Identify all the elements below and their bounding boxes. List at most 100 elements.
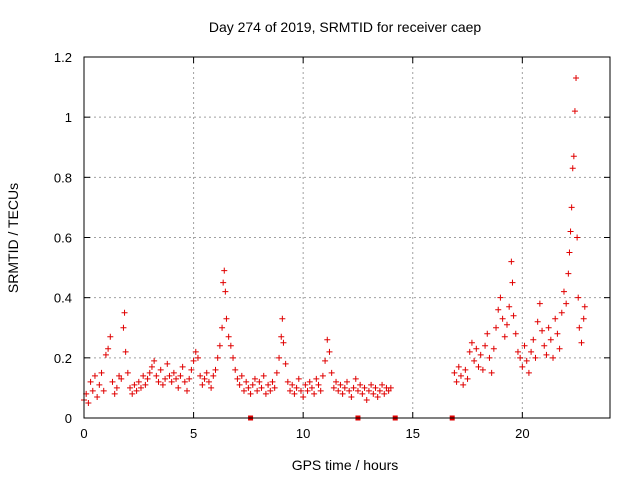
data-point [475, 363, 482, 370]
data-point [536, 300, 543, 307]
data-point [460, 381, 467, 388]
data-point [337, 381, 344, 388]
data-point [317, 387, 324, 394]
data-point [348, 393, 355, 400]
data-point [385, 387, 392, 394]
data-point [221, 267, 228, 274]
data-point [232, 366, 239, 373]
data-point [453, 378, 460, 385]
data-point [354, 387, 361, 394]
data-point [539, 327, 546, 334]
data-point [576, 324, 583, 331]
data-point [96, 381, 103, 388]
data-point [173, 375, 180, 382]
data-point [102, 351, 109, 358]
data-point [328, 369, 335, 376]
data-point [497, 294, 504, 301]
data-point [534, 318, 541, 325]
data-point [488, 369, 495, 376]
data-point [289, 381, 296, 388]
data-point [118, 375, 125, 382]
data-point [344, 378, 350, 385]
data-point [184, 387, 191, 394]
data-point [326, 348, 333, 355]
data-point [575, 294, 582, 301]
data-point [287, 387, 294, 394]
data-point [291, 390, 298, 397]
data-point [186, 375, 193, 382]
data-point [205, 378, 212, 385]
data-point [341, 384, 348, 391]
x-tick-label: 10 [296, 426, 310, 441]
data-point [94, 393, 101, 400]
data-point [464, 375, 471, 382]
data-point [122, 348, 129, 355]
data-point [357, 381, 364, 388]
data-point [220, 279, 227, 286]
data-point [151, 357, 158, 364]
data-point [506, 303, 513, 310]
data-point [482, 342, 489, 349]
data-point [567, 228, 574, 235]
data-point [554, 330, 561, 337]
data-point [98, 369, 105, 376]
data-point [279, 315, 286, 322]
data-point [495, 306, 502, 313]
data-point [85, 399, 92, 406]
y-tick-label: 1.2 [54, 50, 72, 65]
data-point [471, 357, 478, 364]
data-point [333, 378, 340, 385]
data-point [129, 390, 136, 397]
data-point [315, 381, 322, 388]
data-point [142, 381, 149, 388]
data-point [197, 372, 204, 379]
data-point [295, 375, 302, 382]
data-point [368, 381, 375, 388]
data-point [457, 372, 464, 379]
data-point [558, 309, 565, 316]
data-point [363, 396, 370, 403]
data-point [214, 354, 221, 361]
data-point [265, 381, 272, 388]
data-point [251, 375, 258, 382]
data-point [100, 387, 107, 394]
data-point [190, 357, 197, 364]
data-point [512, 330, 519, 337]
y-tick-label: 0.2 [54, 351, 72, 366]
data-point [501, 333, 508, 340]
data-point [120, 324, 127, 331]
data-point [306, 378, 313, 385]
data-point [490, 345, 497, 352]
data-point [552, 315, 559, 322]
data-point [510, 312, 517, 319]
data-point [278, 333, 285, 340]
data-point [381, 390, 388, 397]
data-point [116, 372, 123, 379]
data-point [194, 354, 201, 361]
data-point [124, 369, 131, 376]
data-point [146, 369, 153, 376]
data-point [127, 384, 134, 391]
data-point [473, 345, 480, 352]
data-point [466, 348, 473, 355]
data-point [245, 384, 252, 391]
data-point [249, 381, 256, 388]
y-tick-label: 0.8 [54, 170, 72, 185]
y-tick-label: 0.4 [54, 291, 72, 306]
data-point [563, 300, 570, 307]
data-point [374, 393, 381, 400]
data-point [133, 387, 140, 394]
data-point [260, 372, 267, 379]
data-point [276, 354, 283, 361]
data-point [282, 360, 289, 367]
data-point [247, 390, 254, 397]
data-point [477, 351, 484, 358]
data-point [580, 315, 587, 322]
data-point [525, 369, 532, 376]
data-point [159, 381, 166, 388]
data-point [137, 384, 144, 391]
data-point [208, 384, 215, 391]
data-point [339, 390, 346, 397]
data-point [308, 384, 315, 391]
data-point [523, 357, 530, 364]
